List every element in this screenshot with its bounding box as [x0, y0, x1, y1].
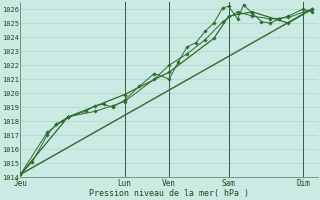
- X-axis label: Pression niveau de la mer( hPa ): Pression niveau de la mer( hPa ): [89, 189, 249, 198]
